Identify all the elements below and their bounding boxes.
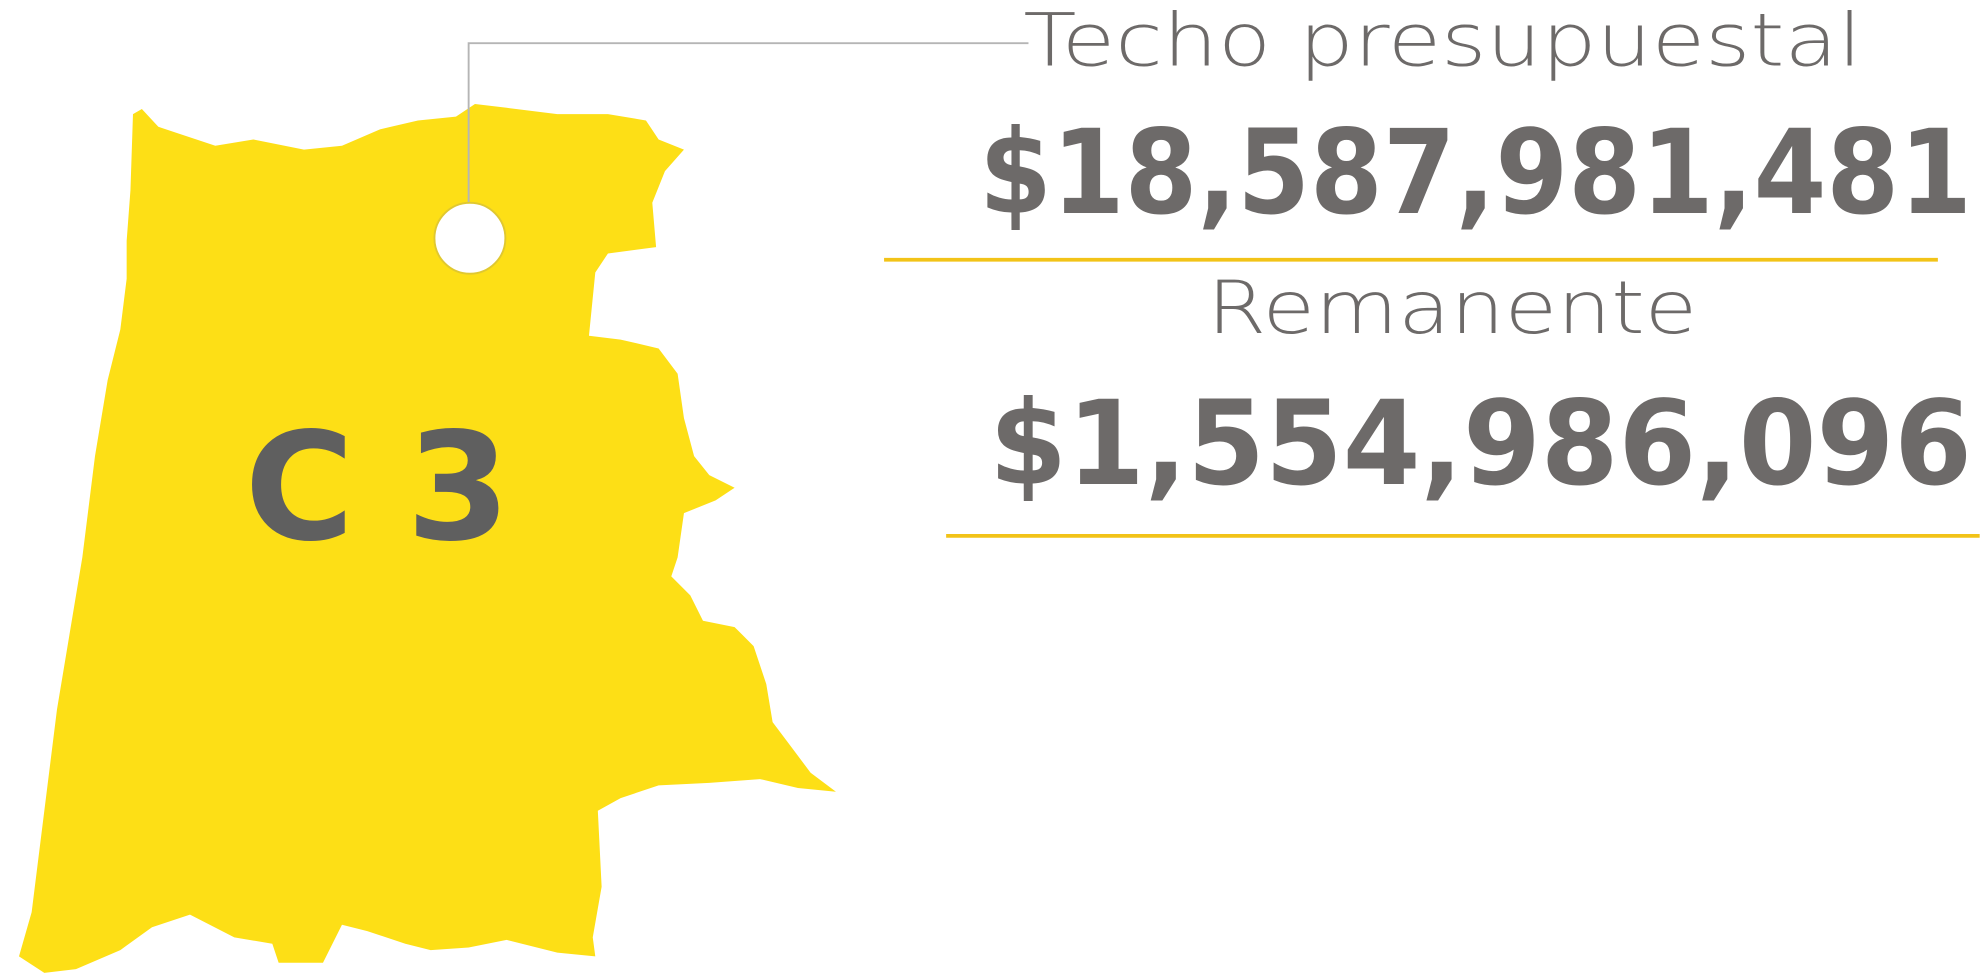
- ceiling-label: Techo presupuestal: [1023, 0, 1861, 84]
- location-marker: [433, 201, 507, 275]
- region-label: C 3: [245, 401, 511, 575]
- remainder-label: Remanente: [1207, 266, 1697, 351]
- leader-line: [467, 42, 1029, 203]
- region-shape: [18, 103, 836, 973]
- ceiling-value: $18,587,981,481: [979, 106, 1972, 241]
- remainder-value: $1,554,986,096: [989, 377, 1972, 512]
